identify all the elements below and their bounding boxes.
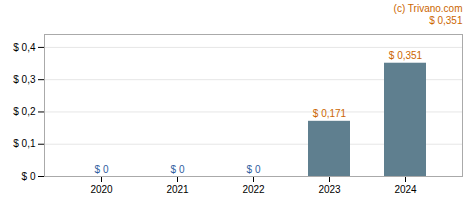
- svg-text:$ 0,171: $ 0,171: [313, 108, 347, 119]
- svg-text:2021: 2021: [166, 184, 189, 195]
- svg-text:2023: 2023: [318, 184, 341, 195]
- svg-text:$ 0: $ 0: [22, 171, 36, 182]
- svg-text:$ 0,1: $ 0,1: [13, 138, 36, 149]
- svg-text:$ 0,3: $ 0,3: [13, 74, 36, 85]
- svg-text:2022: 2022: [242, 184, 265, 195]
- svg-text:2020: 2020: [90, 184, 113, 195]
- svg-text:(c) Trivano.com$ 0,351: (c) Trivano.com$ 0,351: [394, 3, 463, 26]
- svg-text:$ 0: $ 0: [247, 164, 261, 175]
- svg-text:$ 0: $ 0: [95, 164, 109, 175]
- svg-text:$ 0,4: $ 0,4: [13, 42, 36, 53]
- svg-text:$ 0,351: $ 0,351: [389, 50, 423, 61]
- svg-text:2024: 2024: [394, 184, 417, 195]
- svg-text:$ 0,2: $ 0,2: [13, 106, 36, 117]
- svg-text:$ 0: $ 0: [171, 164, 185, 175]
